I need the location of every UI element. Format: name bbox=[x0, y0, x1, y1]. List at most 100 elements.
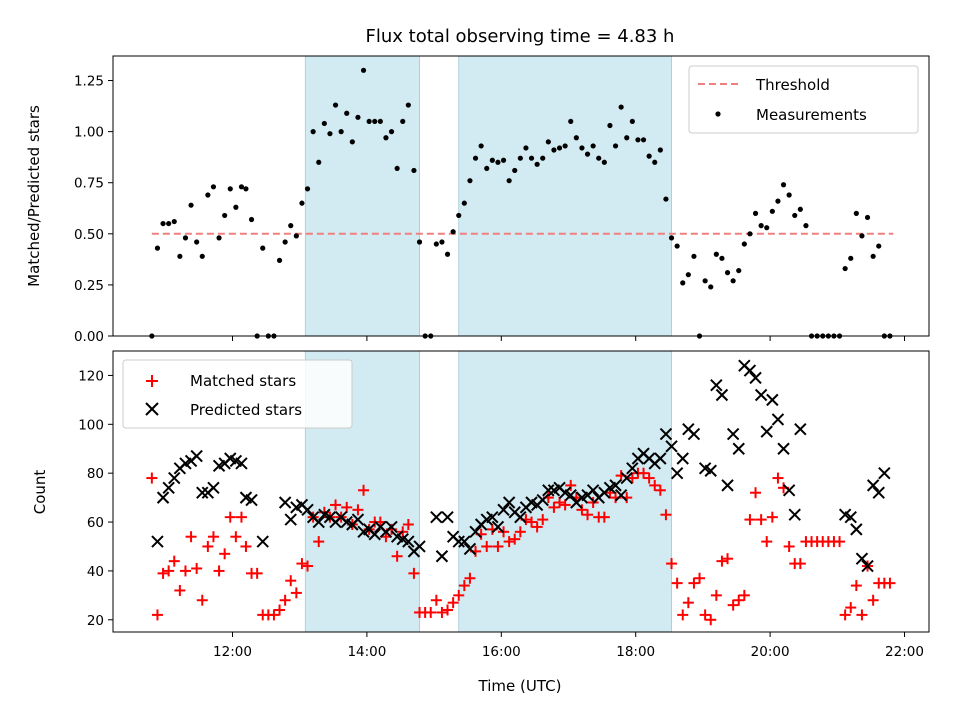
bottom-x-tick-label: 16:00 bbox=[482, 644, 521, 660]
measurement-point bbox=[618, 104, 624, 110]
measurement-point bbox=[797, 206, 803, 212]
measurement-point bbox=[366, 118, 372, 125]
measurement-point bbox=[635, 137, 641, 143]
predicted-star-point bbox=[654, 452, 667, 465]
predicted-star-point bbox=[743, 364, 757, 377]
measurement-point bbox=[764, 225, 770, 231]
bottom-y-axis-label: Count bbox=[31, 470, 49, 515]
predicted-star-point bbox=[441, 510, 454, 524]
predicted-star-point bbox=[151, 535, 164, 548]
matched-star-point bbox=[425, 606, 437, 618]
predicted-star-point bbox=[794, 422, 807, 436]
matched-star-point bbox=[845, 602, 857, 614]
predicted-star-point bbox=[469, 525, 482, 539]
predicted-star-point bbox=[659, 427, 673, 441]
measurement-point bbox=[545, 139, 551, 145]
matched-star-point bbox=[341, 501, 353, 513]
top-y-tick-label: 0.75 bbox=[74, 176, 104, 192]
measurement-point bbox=[769, 208, 775, 214]
matched-star-point bbox=[230, 531, 242, 543]
matched-star-point bbox=[481, 540, 493, 552]
bottom-plot-frame bbox=[112, 350, 930, 633]
matched-star-point bbox=[582, 509, 594, 521]
measurement-point bbox=[584, 151, 591, 157]
measurement-point bbox=[752, 210, 759, 216]
measurement-point bbox=[758, 223, 764, 229]
measurement-point bbox=[182, 235, 189, 241]
matched-star-point bbox=[296, 558, 308, 570]
predicted-star-point bbox=[256, 535, 269, 548]
matched-star-point bbox=[794, 558, 806, 570]
matched-star-point bbox=[503, 536, 515, 548]
measurement-point bbox=[579, 145, 585, 151]
matched-star-point bbox=[744, 514, 756, 526]
matched-star-point bbox=[598, 511, 610, 523]
predicted-star-point bbox=[196, 486, 209, 499]
bottom-y-tick-label: 120 bbox=[78, 368, 104, 384]
top-y-tick-label: 0.25 bbox=[74, 278, 104, 294]
measurement-point bbox=[663, 196, 669, 202]
measurement-point bbox=[792, 212, 798, 219]
measurement-point bbox=[372, 118, 378, 125]
matched-star-point bbox=[834, 536, 846, 548]
predicted-star-point bbox=[704, 464, 717, 477]
top-y-axis-label: Matched/Predicted stars bbox=[25, 105, 43, 287]
measurement-point bbox=[171, 218, 177, 225]
matched-star-point bbox=[509, 533, 521, 545]
measurement-point bbox=[629, 118, 635, 125]
predicted-star-point bbox=[312, 515, 325, 529]
measurement-point bbox=[517, 155, 523, 161]
matched-star-point bbox=[677, 609, 689, 621]
matched-star-point bbox=[783, 540, 795, 552]
predicted-star-point bbox=[670, 466, 684, 480]
matched-star-point bbox=[146, 472, 158, 484]
bottom-x-tick-label: 20:00 bbox=[751, 644, 790, 660]
predicted-star-point bbox=[497, 503, 510, 517]
predicted-star-point bbox=[754, 388, 768, 402]
top-shaded-interval bbox=[304, 55, 420, 337]
measurement-point bbox=[484, 165, 490, 172]
measurement-point bbox=[512, 167, 518, 174]
predicted-star-point bbox=[463, 542, 477, 556]
measurement-point bbox=[439, 239, 445, 245]
measurement-point bbox=[657, 147, 663, 153]
measurement-point bbox=[724, 270, 731, 276]
predicted-star-point bbox=[872, 486, 885, 499]
top-y-tick-label: 0.00 bbox=[74, 329, 104, 345]
top-y-ticks: 0.00 0.25 0.50 0.75 1.00 1.25 bbox=[74, 74, 113, 345]
predicted-star-point bbox=[413, 540, 426, 553]
measurement-point bbox=[736, 267, 742, 274]
measurement-point bbox=[210, 184, 217, 190]
matched-star-point bbox=[290, 587, 302, 599]
measurement-point bbox=[199, 253, 205, 259]
measurement-point bbox=[433, 241, 439, 247]
predicted-star-point bbox=[514, 510, 527, 524]
predicted-star-point bbox=[777, 442, 790, 455]
measurement-point bbox=[500, 157, 507, 163]
bottom-x-tick-label: 12:00 bbox=[213, 644, 252, 660]
matched-star-point bbox=[772, 472, 784, 484]
measurement-point bbox=[293, 233, 299, 239]
matched-star-point bbox=[643, 472, 655, 484]
matched-star-point bbox=[688, 577, 700, 589]
measurement-point bbox=[741, 241, 747, 247]
matched-star-point bbox=[682, 597, 694, 609]
matched-star-point bbox=[722, 553, 734, 565]
predicted-star-point bbox=[486, 510, 499, 524]
matched-star-point bbox=[313, 536, 325, 548]
top-y-tick-label: 1.25 bbox=[74, 74, 104, 90]
measurement-point bbox=[719, 255, 725, 261]
measurement-point bbox=[383, 135, 389, 141]
matched-star-point bbox=[458, 580, 470, 592]
predicted-star-point bbox=[760, 425, 773, 438]
predicted-star-point bbox=[162, 481, 175, 495]
matched-star-point bbox=[168, 555, 180, 567]
predicted-star-point bbox=[614, 488, 628, 502]
measurement-point bbox=[534, 161, 540, 167]
matched-star-point bbox=[699, 609, 711, 621]
predicted-star-point bbox=[766, 393, 779, 407]
measurement-point bbox=[730, 278, 736, 284]
top-panel: 0.00 0.25 0.50 0.75 1.00 1.25 Matched/Predict… bbox=[25, 55, 930, 345]
predicted-star-point bbox=[715, 388, 729, 402]
